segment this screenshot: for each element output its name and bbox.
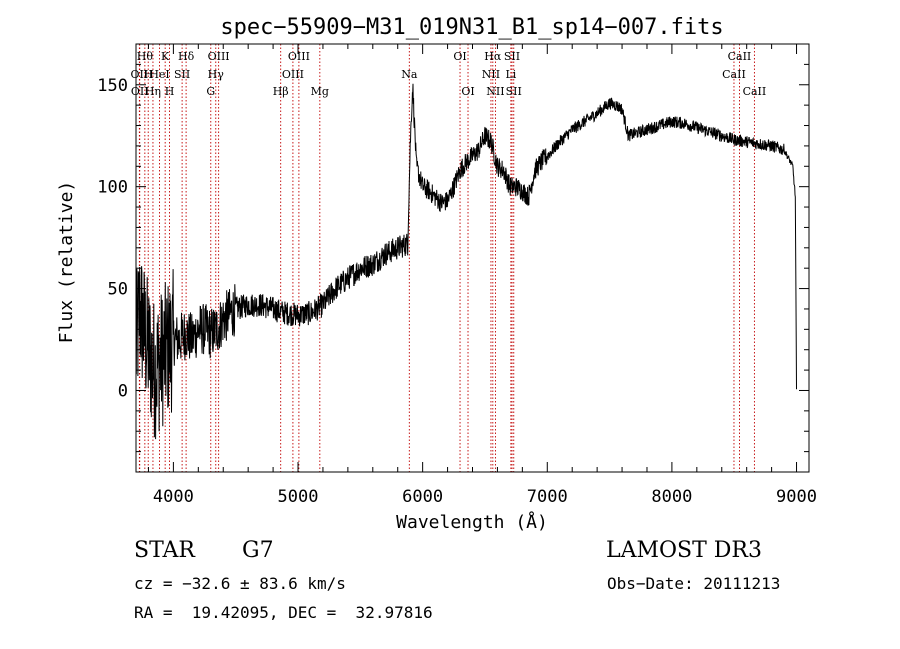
chart-title: spec−55909−M31_019N31_B1_sp14−007.fits [220,15,723,40]
line-marker-label: OI [453,50,466,63]
line-marker-label: Hβ [273,85,289,98]
y-tick-label: 100 [97,178,128,198]
object-class: STAR [134,538,195,563]
line-marker-label: Hθ [137,50,154,63]
line-marker-label: CaII [722,68,746,81]
x-tick-label: 4000 [153,487,194,507]
spectrum-line [135,83,797,440]
line-marker-label: SII [506,85,522,98]
line-marker-label: Hδ [178,50,195,63]
line-marker-label: SII [174,68,190,81]
y-axis-label: Flux (relative) [56,181,77,344]
axis-ticks [136,43,809,472]
x-tick-label: 5000 [278,487,319,507]
survey-name: LAMOST DR3 [606,538,762,563]
line-marker-label: HeI [149,68,169,81]
y-tick-label: 50 [108,280,128,300]
x-tick-label: 8000 [651,487,692,507]
line-marker-label: SII [504,50,520,63]
redshift-velocity: cz = −32.6 ± 83.6 km/s [134,574,346,593]
line-markers [138,44,755,472]
line-marker-label: H [143,68,153,81]
line-marker-label: Hγ [208,68,225,81]
line-marker-label: Mg [311,85,329,98]
spectrum-chart: spec−55909−M31_019N31_B1_sp14−007.fits O… [56,15,817,533]
line-marker-label: OI [461,85,474,98]
line-marker-label: G [206,85,215,98]
x-tick-label: 9000 [776,487,817,507]
line-marker-label: NII [486,85,504,98]
line-marker-label: H [165,85,175,98]
line-marker-label: OII [131,68,149,81]
y-tick-label: 150 [97,76,128,96]
line-marker-label: K [161,50,170,63]
line-marker-label: Hα [484,50,502,63]
line-marker-label: CaII [728,50,752,63]
plot-frame [135,43,810,473]
line-marker-label: Hη [145,85,161,98]
line-marker-label: Li [505,68,516,81]
sky-coordinates: RA = 19.42095, DEC = 32.97816 [134,603,433,622]
line-marker-label: NII [482,68,500,81]
line-marker-label: OIII [282,68,304,81]
line-marker-labels: OIIOIIHθHHηHeIKHSIIHδGHγOIIIHβOIIIOIIIMg… [131,50,767,98]
line-marker-label: OIII [288,50,310,63]
object-subclass: G7 [242,538,274,563]
axis-tick-labels: 4000 5000 6000 7000 8000 9000 0 50 100 150 [97,76,817,507]
x-tick-label: 7000 [527,487,568,507]
x-tick-label: 6000 [402,487,443,507]
x-axis-label: Wavelength (Å) [396,511,548,533]
observation-date: Obs−Date: 20111213 [607,574,781,593]
line-marker-label: Na [401,68,418,81]
line-marker-label: CaII [743,85,767,98]
line-marker-label: OIII [208,50,230,63]
y-tick-label: 0 [118,381,128,401]
line-marker-label: OII [131,85,149,98]
